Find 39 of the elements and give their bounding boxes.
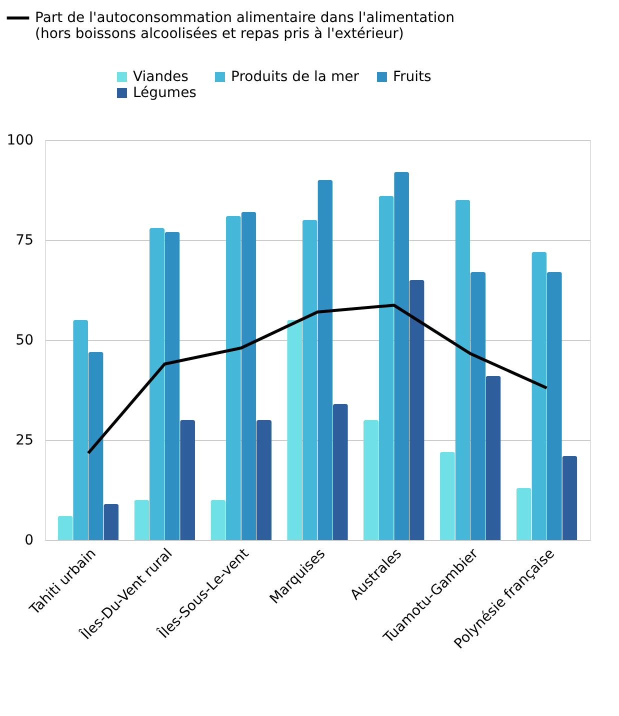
bar — [394, 172, 410, 540]
legend-label: Viandes — [133, 69, 188, 85]
legend-label: Fruits — [393, 69, 432, 85]
bar — [210, 500, 226, 540]
bar — [455, 200, 470, 540]
bar — [562, 456, 578, 540]
bar — [332, 404, 348, 540]
bar — [150, 228, 164, 540]
bar — [378, 196, 394, 540]
y-tick-label: 100 — [6, 132, 34, 148]
bar — [256, 420, 272, 540]
bar — [104, 504, 119, 540]
y-tick-label: 75 — [16, 232, 34, 248]
bar — [546, 272, 562, 540]
bar — [226, 216, 241, 540]
bar — [58, 516, 73, 540]
bar — [318, 180, 333, 540]
bar — [164, 232, 180, 540]
bar — [470, 272, 486, 540]
line-series — [86, 304, 548, 455]
bar — [440, 452, 455, 540]
bar — [516, 488, 532, 540]
bar — [73, 320, 88, 540]
y-tick-label: 25 — [16, 432, 34, 448]
legend-label: Part de l'autoconsommation alimentaire dans l'alimentation (hors boissons alcoolisées et repas pris à l'extérieur) — [35, 10, 455, 42]
bar — [88, 352, 104, 540]
bar — [409, 280, 424, 540]
legend-label: Produits de la mer — [231, 69, 360, 85]
bar — [532, 252, 547, 540]
bar — [486, 376, 501, 540]
bar — [287, 320, 302, 540]
bar — [180, 420, 196, 540]
y-tick-label: 50 — [16, 332, 34, 348]
bar — [364, 420, 378, 540]
bar — [302, 220, 318, 540]
bar — [134, 500, 150, 540]
bar — [241, 212, 256, 540]
legend-label: Légumes — [133, 85, 196, 101]
y-tick-label: 0 — [24, 532, 34, 548]
